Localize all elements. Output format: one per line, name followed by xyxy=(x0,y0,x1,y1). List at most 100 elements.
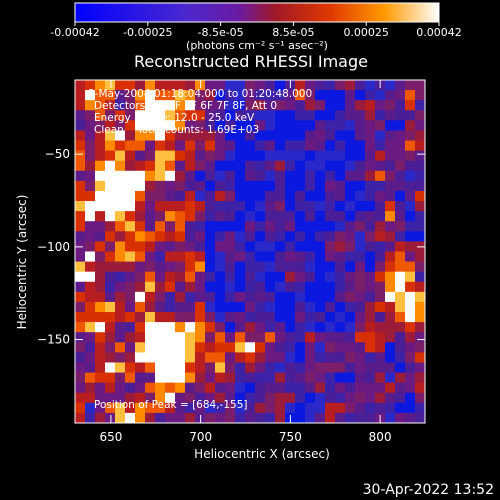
colorbar-tick-label: -0.00025 xyxy=(123,26,172,39)
heatmap-cell xyxy=(105,221,116,232)
heatmap-cell xyxy=(205,382,216,394)
heatmap-cell xyxy=(355,392,366,404)
heatmap-cell xyxy=(75,201,86,212)
heatmap-cell xyxy=(225,362,236,374)
heatmap-cell xyxy=(165,170,176,182)
heatmap-cell xyxy=(95,281,106,293)
heatmap-cell xyxy=(105,120,116,132)
heatmap-cell xyxy=(415,110,425,121)
heatmap-cell xyxy=(405,241,416,253)
heatmap-cell xyxy=(245,412,256,423)
heatmap-cell xyxy=(395,120,406,132)
heatmap-cell xyxy=(135,211,146,222)
heatmap-cell xyxy=(265,392,276,404)
heatmap-cell xyxy=(275,392,286,404)
heatmap-cell xyxy=(355,261,366,273)
heatmap-cell xyxy=(395,362,406,374)
heatmap-cell xyxy=(375,201,386,212)
heatmap-cell xyxy=(195,392,206,404)
heatmap-cell xyxy=(115,412,126,423)
heatmap-cell xyxy=(255,80,266,91)
heatmap-cell xyxy=(305,322,316,333)
heatmap-cell xyxy=(225,170,236,182)
heatmap-cell xyxy=(75,231,86,243)
heatmap-cell xyxy=(325,170,336,182)
heatmap-cell xyxy=(205,261,216,273)
heatmap-cell xyxy=(135,170,146,182)
heatmap-cell xyxy=(125,362,136,374)
heatmap-cell xyxy=(125,221,136,232)
heatmap-cell xyxy=(175,352,186,364)
heatmap-cell xyxy=(395,221,406,232)
heatmap-cell xyxy=(85,180,96,192)
heatmap-cell xyxy=(255,201,266,212)
heatmap-cell xyxy=(305,392,316,404)
heatmap-cell xyxy=(315,100,326,111)
heatmap-cell xyxy=(155,412,166,423)
x-axis-label: Heliocentric X (arcsec) xyxy=(194,447,330,461)
heatmap-cell xyxy=(105,261,116,273)
heatmap-cell xyxy=(385,231,396,243)
heatmap-cell xyxy=(285,372,296,384)
heatmap-cell xyxy=(355,301,366,313)
heatmap-cell xyxy=(355,100,366,111)
heatmap-cell xyxy=(365,221,376,232)
heatmap-cell xyxy=(105,352,116,364)
heatmap-cell xyxy=(275,201,286,212)
heatmap-cell xyxy=(185,80,196,91)
heatmap-cell xyxy=(135,110,146,121)
heatmap-cell xyxy=(265,170,276,182)
heatmap-cell xyxy=(245,402,256,414)
heatmap-cell xyxy=(85,120,96,132)
heatmap-cell xyxy=(265,271,276,283)
heatmap-cell xyxy=(185,342,196,353)
heatmap-cell xyxy=(325,190,336,202)
heatmap-cell xyxy=(135,120,146,132)
heatmap-cell xyxy=(135,190,146,202)
heatmap-cell xyxy=(395,312,406,323)
heatmap-cell xyxy=(415,211,425,222)
heatmap-cell xyxy=(165,322,176,333)
heatmap-cell xyxy=(225,392,236,404)
heatmap-cell xyxy=(405,180,416,192)
heatmap-cell xyxy=(345,150,356,162)
heatmap-cell xyxy=(85,382,96,394)
heatmap-cell xyxy=(335,120,346,132)
heatmap-cell xyxy=(325,110,336,121)
heatmap-cell xyxy=(215,211,226,222)
heatmap-cell xyxy=(415,312,425,323)
heatmap-cell xyxy=(175,110,186,121)
heatmap-cell xyxy=(285,281,296,293)
colorbar-tick-label: -0.00042 xyxy=(50,26,99,39)
heatmap-cell xyxy=(225,221,236,232)
heatmap-cell xyxy=(415,170,425,182)
heatmap-cell xyxy=(155,332,166,343)
heatmap-cell xyxy=(395,271,406,283)
heatmap-cell xyxy=(305,120,316,132)
heatmap-cell xyxy=(275,140,286,152)
heatmap-cell xyxy=(195,190,206,202)
heatmap-cell xyxy=(295,110,306,121)
heatmap-cell xyxy=(165,140,176,152)
heatmap-cell xyxy=(315,342,326,353)
heatmap-cell xyxy=(305,412,316,423)
heatmap-cell xyxy=(375,100,386,111)
heatmap-cell xyxy=(265,120,276,132)
heatmap-cell xyxy=(385,100,396,111)
heatmap-cell xyxy=(345,221,356,232)
heatmap-cell xyxy=(395,301,406,313)
heatmap-cell xyxy=(105,211,116,222)
heatmap-cell xyxy=(355,372,366,384)
heatmap-cell xyxy=(365,352,376,364)
heatmap-cell xyxy=(265,261,276,273)
heatmap-cell xyxy=(145,130,156,142)
heatmap-cell xyxy=(145,271,156,283)
heatmap-cell xyxy=(325,261,336,273)
heatmap-cell xyxy=(315,160,326,172)
heatmap-cell xyxy=(275,342,286,353)
colorbar-tick-label: 0.00025 xyxy=(343,26,389,39)
heatmap-cell xyxy=(245,312,256,323)
heatmap-cell xyxy=(345,130,356,142)
heatmap-cell xyxy=(125,231,136,243)
heatmap-cell xyxy=(205,392,216,404)
